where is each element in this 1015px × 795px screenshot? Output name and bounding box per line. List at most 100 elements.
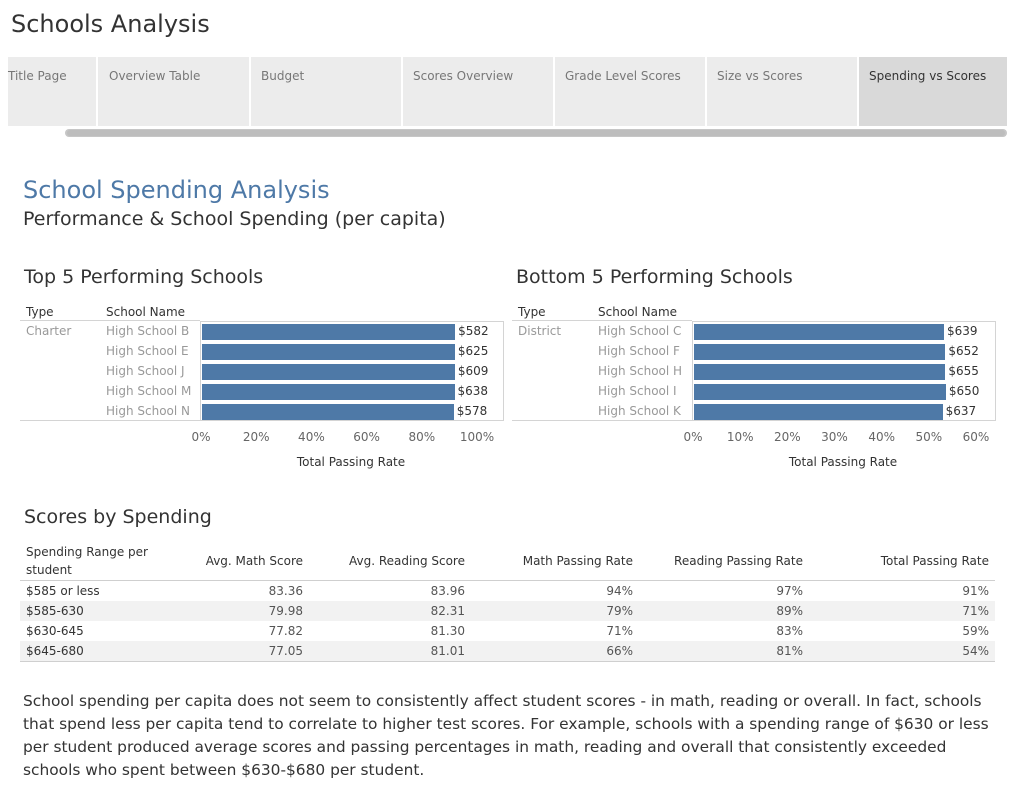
math-passing-cell: 66%: [471, 641, 639, 662]
dashboard-subtitle: Performance & School Spending (per capit…: [23, 208, 446, 230]
tab-title-page[interactable]: Title Page: [8, 57, 98, 126]
bottom-school-name: High School F: [598, 344, 680, 358]
scores-by-spending-table: Spending Range per student Avg. Math Sco…: [20, 542, 995, 662]
bottom-type-value: District: [518, 324, 562, 338]
col-avg-math: Avg. Math Score: [182, 542, 309, 581]
table-row: $630-645 77.82 81.30 71% 83% 59%: [20, 621, 995, 641]
tab-label: Spending vs Scores: [869, 69, 987, 83]
tab-label: Scores Overview: [413, 69, 514, 83]
top-col-school: School Name: [106, 305, 186, 319]
top-school-name: High School J: [106, 364, 185, 378]
axis-tick-label: 40%: [298, 430, 325, 444]
bar-data-label: $655: [948, 364, 979, 378]
bottom-panel-title: Bottom 5 Performing Schools: [516, 266, 793, 288]
tab-label: Overview Table: [109, 69, 201, 83]
tab-overview-table[interactable]: Overview Table: [99, 57, 251, 126]
bar[interactable]: [694, 324, 944, 340]
bottom-school-name: High School I: [598, 384, 677, 398]
tab-bar: Title Page Overview Table Budget Scores …: [8, 57, 1007, 126]
tab-size-vs-scores[interactable]: Size vs Scores: [707, 57, 859, 126]
tab-budget[interactable]: Budget: [251, 57, 403, 126]
bar-data-label: $650: [948, 384, 980, 398]
math-passing-cell: 79%: [471, 601, 639, 621]
col-avg-reading: Avg. Reading Score: [309, 542, 471, 581]
bar-data-label: $638: [457, 384, 489, 398]
bar[interactable]: [694, 384, 946, 400]
top-col-type: Type: [26, 305, 54, 319]
table-row: $645-680 77.05 81.01 66% 81% 54%: [20, 641, 995, 662]
reading-passing-cell: 97%: [776, 584, 803, 598]
bar-data-label: $637: [945, 404, 977, 418]
math-passing-cell: 94%: [606, 584, 633, 598]
avg-math-cell: 77.82: [268, 624, 303, 638]
avg-math-cell: 83.36: [268, 584, 303, 598]
axis-tick-label: 10%: [726, 430, 754, 444]
bar[interactable]: [202, 364, 455, 380]
tab-scrollbar[interactable]: [65, 129, 1007, 137]
math-passing-cell: 71%: [606, 624, 633, 638]
bar[interactable]: [202, 324, 456, 340]
analysis-description: School spending per capita does not seem…: [23, 692, 989, 779]
axis-tick-label: 100%: [459, 430, 495, 444]
axis-tick-label: 0%: [191, 430, 211, 444]
axis-tick-label: 60%: [962, 430, 990, 444]
top-school-name: High School B: [106, 324, 190, 338]
bottom-footer-divider: [512, 420, 692, 421]
tab-scores-overview[interactable]: Scores Overview: [403, 57, 555, 126]
axis-tick-label: 60%: [353, 430, 380, 444]
bar[interactable]: [694, 344, 946, 360]
axis-tick-label: 30%: [821, 430, 848, 444]
bar-data-label: $609: [457, 364, 489, 378]
bottom-bar-chart-area: $639 $652 $655 $650 $637: [692, 321, 996, 421]
avg-math-cell: 79.98: [182, 601, 309, 621]
top-axis-title: Total Passing Rate: [296, 455, 406, 469]
avg-reading-cell: 81.01: [309, 641, 471, 662]
axis-tick-label: 20%: [242, 430, 270, 444]
avg-reading-cell: 82.31: [309, 601, 471, 621]
avg-math-cell: 77.05: [182, 641, 309, 662]
spending-range-cell: $630-645: [26, 624, 84, 638]
avg-reading-cell: 81.30: [430, 624, 465, 638]
table-row: $585 or less 83.36 83.96 94% 97% 91%: [20, 581, 995, 602]
top-type-value: Charter: [26, 324, 72, 338]
bar[interactable]: [202, 384, 455, 400]
table-header-row: Spending Range per student Avg. Math Sco…: [20, 542, 995, 581]
total-passing-cell: 54%: [809, 641, 995, 662]
total-passing-cell: 91%: [962, 584, 989, 598]
bottom-school-name: High School H: [598, 364, 683, 378]
spending-range-cell: $645-680: [20, 641, 182, 662]
scores-by-spending-title: Scores by Spending: [24, 506, 212, 528]
bottom-axis-title: Total Passing Rate: [788, 455, 898, 469]
reading-passing-cell: 83%: [776, 624, 803, 638]
top-school-name: High School E: [106, 344, 189, 358]
axis-tick-label: 50%: [915, 430, 943, 444]
bar[interactable]: [202, 344, 455, 360]
tab-label: Size vs Scores: [717, 69, 803, 83]
tab-spending-vs-scores[interactable]: Spending vs Scores: [859, 57, 1007, 126]
col-spending-range: Spending Range per student: [20, 542, 182, 581]
bar-data-label: $652: [948, 344, 979, 358]
bottom-header-divider: [512, 320, 692, 321]
col-math-passing: Math Passing Rate: [471, 542, 639, 581]
tab-label: Budget: [261, 69, 305, 83]
top-header-divider: [20, 320, 200, 321]
top-school-name: High School M: [106, 384, 192, 398]
tab-label: Grade Level Scores: [565, 69, 681, 83]
spending-range-cell: $585 or less: [26, 584, 100, 598]
top-footer-divider: [20, 420, 200, 421]
axis-tick-label: 20%: [773, 430, 801, 444]
bottom-school-name: High School K: [598, 404, 681, 418]
bottom-col-school: School Name: [598, 305, 678, 319]
bar[interactable]: [694, 404, 943, 420]
bar[interactable]: [202, 404, 454, 420]
dashboard-title: School Spending Analysis: [23, 176, 330, 204]
bottom-col-type: Type: [518, 305, 546, 319]
bar-data-label: $639: [946, 324, 978, 338]
avg-reading-cell: 83.96: [430, 584, 465, 598]
total-passing-cell: 71%: [809, 601, 995, 621]
bar[interactable]: [694, 364, 946, 380]
spending-range-cell: $585-630: [20, 601, 182, 621]
scrollbar-thumb[interactable]: [67, 130, 1005, 136]
tab-grade-level-scores[interactable]: Grade Level Scores: [555, 57, 707, 126]
bar-data-label: $625: [457, 344, 489, 358]
